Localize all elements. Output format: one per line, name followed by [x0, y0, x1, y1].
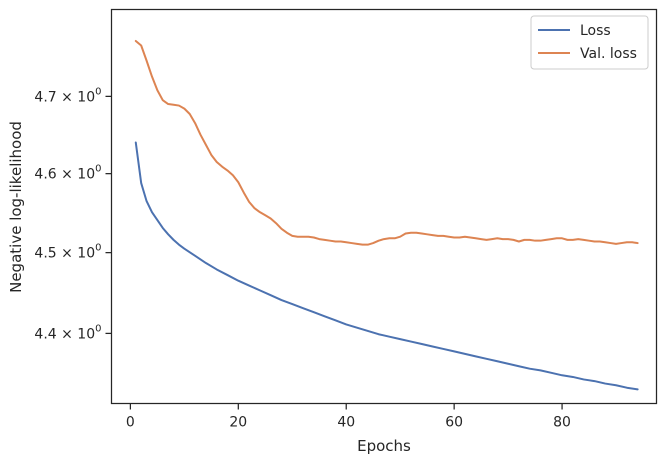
y-axis-ticks: 4.4 × 100 4.5 × 100 4.6 × 100 4.7 × 100	[34, 86, 112, 342]
y-axis-label: Negative log-likelihood	[7, 121, 25, 293]
series-line-val-loss	[134, 39, 639, 246]
x-tick-label: 80	[553, 415, 571, 431]
series-line-loss	[134, 141, 639, 391]
y-tick-label: 4.7 × 100	[34, 86, 101, 105]
plot-frame	[110, 8, 658, 405]
y-tick-label: 4.5 × 100	[34, 243, 101, 262]
x-tick-label: 20	[229, 415, 247, 431]
x-tick-label: 60	[445, 415, 463, 431]
y-tick-label: 4.6 × 100	[34, 164, 101, 183]
x-tick-label: 40	[337, 415, 355, 431]
x-axis-label: Epochs	[357, 437, 411, 455]
x-axis-ticks: 0 20 40 60 80	[126, 403, 571, 431]
plot-area	[134, 39, 639, 391]
y-tick-label: 4.4 × 100	[34, 323, 101, 342]
legend: Loss Val. loss	[530, 15, 649, 70]
legend-label-loss: Loss	[580, 23, 611, 39]
legend-label-val-loss: Val. loss	[580, 46, 637, 62]
x-tick-label: 0	[126, 415, 135, 431]
